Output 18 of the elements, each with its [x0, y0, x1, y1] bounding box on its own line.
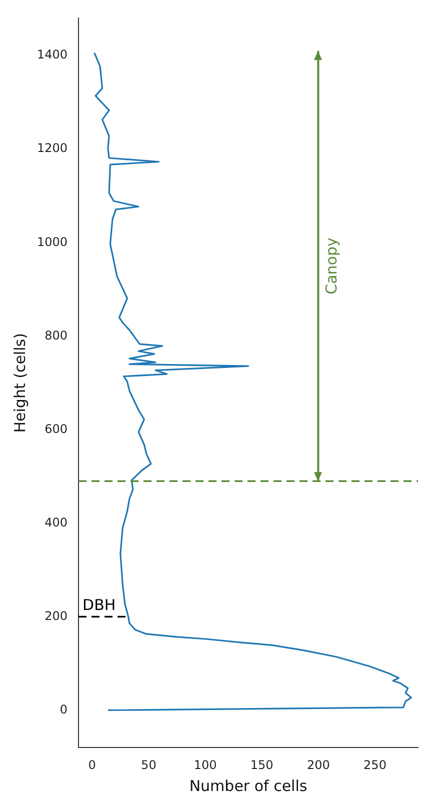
y-axis-title: Height (cells)	[10, 333, 29, 433]
series-label: DBH	[82, 596, 116, 614]
y-tick-label: 400	[44, 515, 68, 530]
x-tick-label: 200	[306, 758, 330, 772]
x-tick-label: 100	[194, 758, 217, 772]
y-tick-label: 600	[44, 422, 68, 436]
x-tick-label: 250	[364, 758, 386, 772]
x-tick-label: 0	[88, 758, 96, 772]
text: Canopy	[322, 238, 340, 294]
y-tick-label: 1200	[36, 141, 68, 156]
x-axis-title: Number of cells	[189, 776, 308, 795]
y-tick-label: 800	[44, 328, 68, 342]
y-tick-label: 1400	[36, 48, 68, 62]
x-tick-label: 150	[250, 758, 274, 772]
y-tick-label: 0	[60, 702, 68, 716]
x-tick-label: 50	[141, 758, 156, 772]
y-tick-label: 1000	[36, 234, 68, 249]
y-tick-label: 200	[44, 608, 68, 623]
